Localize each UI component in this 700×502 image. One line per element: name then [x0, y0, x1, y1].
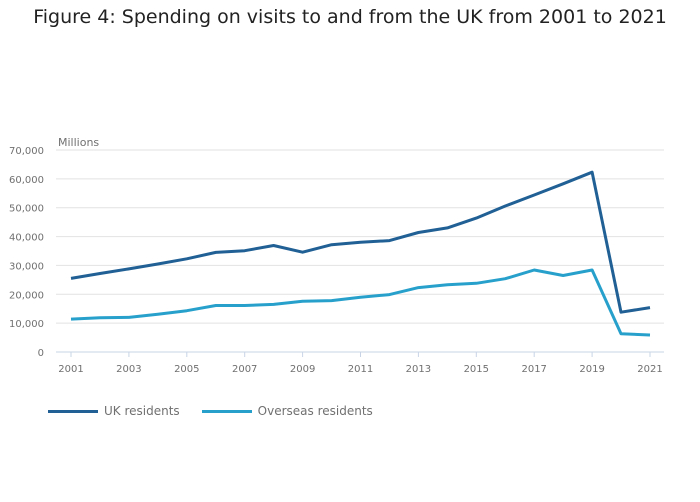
- x-tick-label: 2021: [637, 364, 662, 375]
- x-tick-label: 2019: [579, 364, 604, 375]
- x-tick-label: 2015: [464, 364, 489, 375]
- y-tick-label: 50,000: [9, 204, 44, 215]
- y-tick-label: 30,000: [9, 261, 44, 272]
- y-tick-label: 40,000: [9, 233, 44, 244]
- x-tick-label: 2003: [116, 364, 141, 375]
- y-tick-label: 0: [38, 348, 44, 359]
- legend-swatch-uk: [48, 409, 98, 413]
- x-tick-label: 2001: [58, 364, 83, 375]
- x-tick-label: 2013: [406, 364, 431, 375]
- x-tick-label: 2005: [174, 364, 199, 375]
- legend-item-uk: UK residents: [48, 404, 180, 418]
- y-tick-label: 70,000: [9, 146, 44, 157]
- y-tick-label: 20,000: [9, 290, 44, 301]
- x-tick-label: 2009: [290, 364, 315, 375]
- x-tick-label: 2017: [521, 364, 546, 375]
- legend: UK residents Overseas residents: [48, 404, 373, 418]
- legend-item-overseas: Overseas residents: [201, 404, 373, 418]
- legend-label-uk: UK residents: [104, 404, 180, 418]
- legend-label-overseas: Overseas residents: [257, 404, 373, 418]
- x-tick-label: 2011: [348, 364, 373, 375]
- y-tick-label: 60,000: [9, 175, 44, 186]
- chart-title: Figure 4: Spending on visits to and from…: [33, 6, 667, 28]
- line-chart: Millions 0 10,000 20,000 30,000 40,000 50,000 6…: [9, 136, 664, 375]
- x-tick-label: 2007: [232, 364, 257, 375]
- y-tick-label: 10,000: [9, 319, 44, 330]
- y-axis-label: Millions: [58, 136, 99, 149]
- series-line-uk-residents: [70, 170, 651, 314]
- legend-swatch-overseas: [201, 409, 252, 413]
- series-line-overseas-residents: [70, 268, 651, 337]
